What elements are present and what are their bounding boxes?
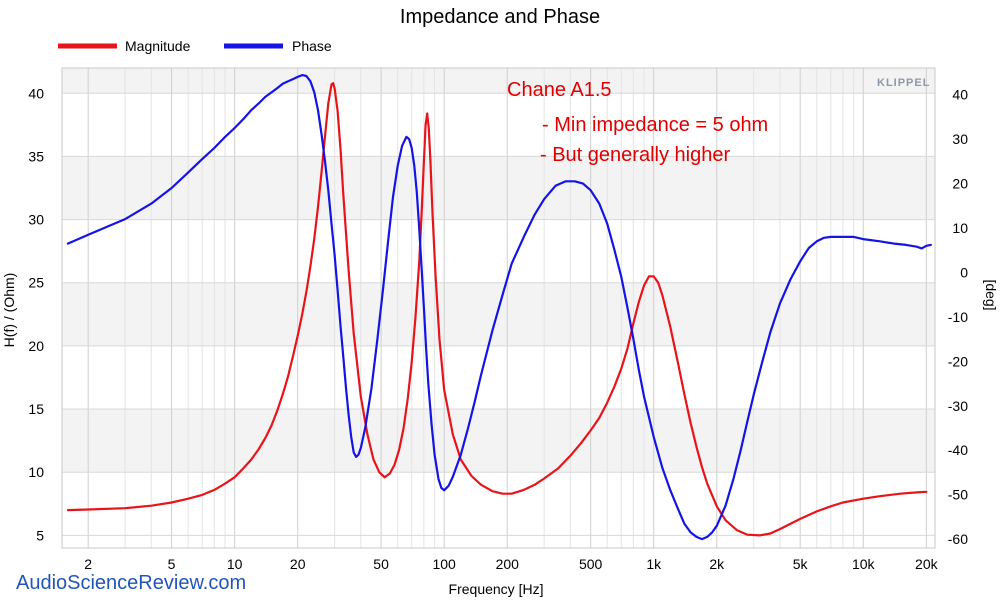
- x-tick-label: 1k: [646, 556, 662, 572]
- y-axis-ticks: 5 10 15 20 25 30 35 40: [28, 85, 44, 543]
- y2-tick-label: -10: [948, 309, 968, 325]
- x-axis-ticks: 2 5 10 20 50 100 200 500 1k 2k 5k 10k 20k: [84, 556, 938, 572]
- y-tick-label: 35: [28, 148, 44, 164]
- series-line-phase: [66, 74, 932, 541]
- chart-title: Impedance and Phase: [400, 6, 600, 28]
- x-axis-label: Frequency [Hz]: [449, 581, 544, 597]
- legend-label-phase: Phase: [292, 38, 332, 54]
- plot-frame: [61, 67, 936, 549]
- y-tick-label: 30: [28, 212, 44, 228]
- series-layer: [66, 74, 932, 541]
- y-tick-label: 25: [28, 275, 44, 291]
- legend-label-magnitude: Magnitude: [125, 38, 191, 54]
- y2-tick-label: -30: [948, 398, 968, 414]
- y2-tick-label: -60: [948, 531, 968, 547]
- y-axis-label: H(f) / (Ohm): [1, 273, 17, 348]
- y-tick-label: 10: [28, 464, 44, 480]
- series-line-magnitude: [66, 82, 928, 537]
- plot-area: [62, 68, 935, 548]
- plot-band: [62, 156, 935, 220]
- x-tick-label: 2: [84, 556, 92, 572]
- y-tick-label: 15: [28, 401, 44, 417]
- plot-band: [62, 409, 935, 473]
- plot-band: [62, 68, 935, 94]
- x-tick-label: 200: [496, 556, 520, 572]
- x-tick-label: 5: [168, 556, 176, 572]
- x-tick-label: 100: [432, 556, 456, 572]
- x-tick-label: 50: [373, 556, 389, 572]
- y2-tick-label: -40: [948, 442, 968, 458]
- y-tick-label: 5: [36, 527, 44, 543]
- x-tick-label: 2k: [709, 556, 725, 572]
- x-tick-label: 20: [290, 556, 306, 572]
- x-tick-label: 20k: [915, 556, 939, 572]
- y-tick-label: 20: [28, 338, 44, 354]
- annotation-line-1: - Min impedance = 5 ohm: [542, 114, 768, 136]
- y2-tick-label: -50: [948, 487, 968, 503]
- plot-band: [62, 282, 935, 346]
- y2-tick-label: 20: [952, 176, 968, 192]
- legend: Magnitude Phase: [58, 38, 332, 54]
- y-tick-label: 40: [28, 85, 44, 101]
- y2-tick-label: -20: [948, 353, 968, 369]
- y2-axis-ticks: -60 -50 -40 -30 -20 -10 0 10 20 30 40: [948, 87, 968, 547]
- x-tick-label: 5k: [793, 556, 809, 572]
- annotation-block: Chane A1.5 - Min impedance = 5 ohm - But…: [507, 79, 768, 166]
- y2-tick-label: 10: [952, 220, 968, 236]
- y2-axis-label: [deg]: [983, 279, 999, 310]
- audiosciencereview-watermark: AudioScienceReview.com: [16, 572, 246, 594]
- grid: [62, 68, 935, 548]
- x-tick-label: 500: [579, 556, 603, 572]
- x-tick-label: 10: [227, 556, 243, 572]
- y2-tick-label: 30: [952, 131, 968, 147]
- annotation-title: Chane A1.5: [507, 79, 612, 101]
- y2-tick-label: 0: [960, 264, 968, 280]
- y2-tick-label: 40: [952, 87, 968, 103]
- klippel-logo: KLIPPEL: [877, 77, 930, 89]
- x-tick-label: 10k: [852, 556, 876, 572]
- annotation-line-2: - But generally higher: [540, 144, 730, 166]
